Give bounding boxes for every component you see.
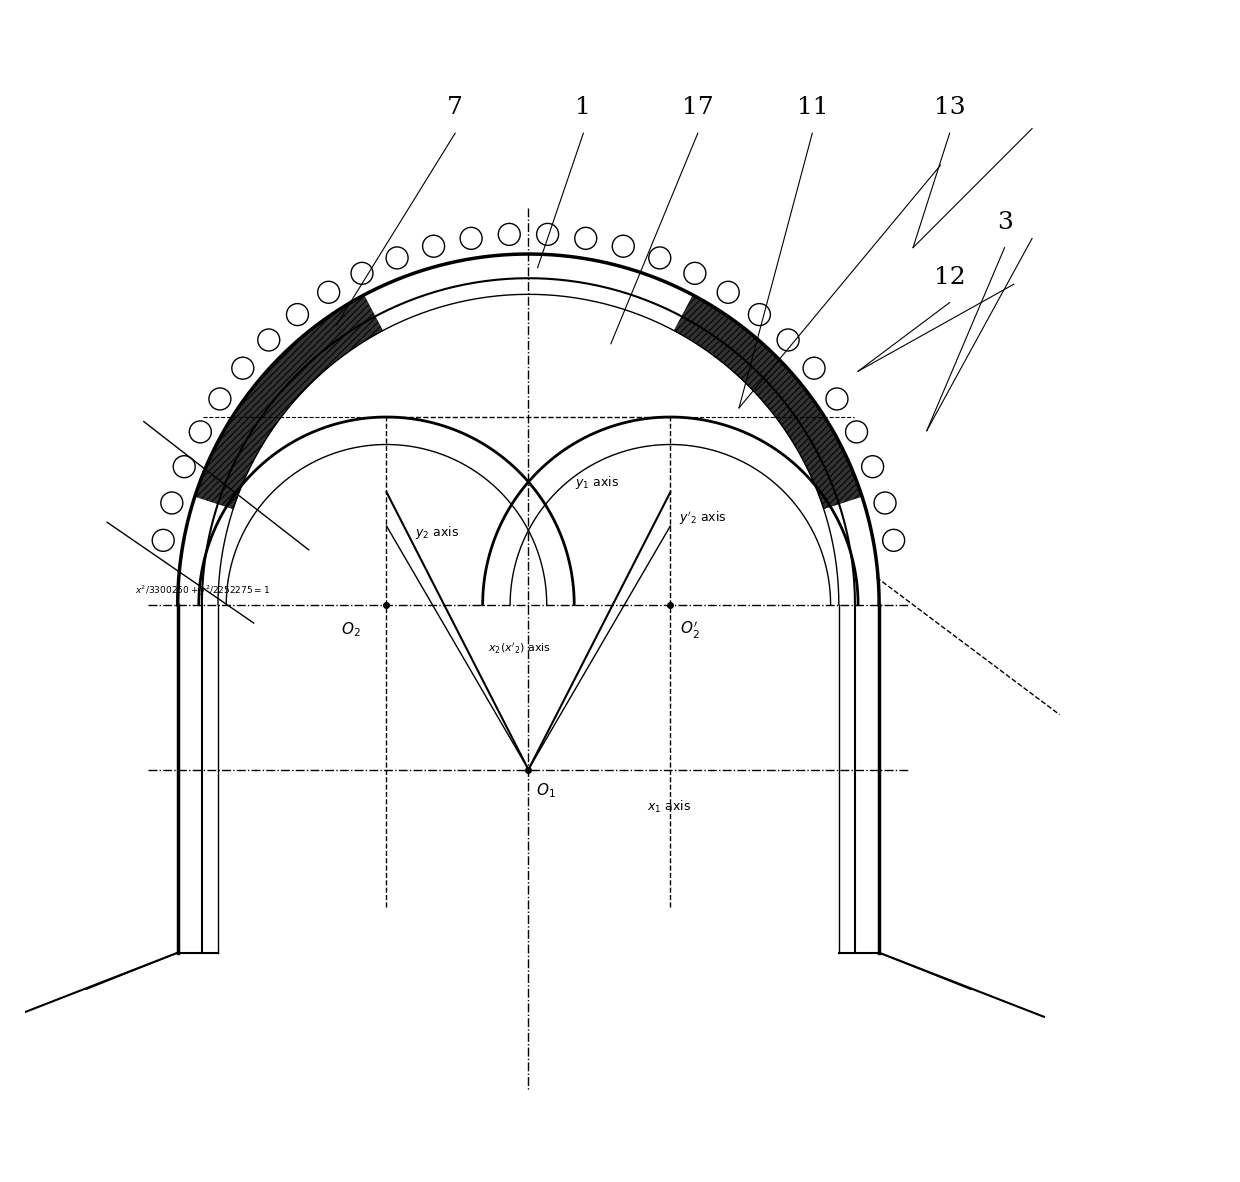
Text: $O_2'$: $O_2'$ xyxy=(680,619,699,641)
Text: 13: 13 xyxy=(934,97,966,119)
Text: $O_2$: $O_2$ xyxy=(341,621,361,638)
Text: 1: 1 xyxy=(575,97,591,119)
Text: $O_1$: $O_1$ xyxy=(536,781,556,800)
Polygon shape xyxy=(195,296,383,508)
Text: $x_1$ axis: $x_1$ axis xyxy=(647,799,692,814)
Polygon shape xyxy=(675,296,862,508)
Text: 3: 3 xyxy=(997,210,1013,234)
Text: 11: 11 xyxy=(796,97,828,119)
Text: $y_1$ axis: $y_1$ axis xyxy=(575,474,619,491)
Text: $x^2/3300250+y^2/2252275=1$: $x^2/3300250+y^2/2252275=1$ xyxy=(135,584,270,598)
Text: 12: 12 xyxy=(934,266,966,288)
Text: $y_2$ axis: $y_2$ axis xyxy=(415,524,459,541)
Text: $y'_2$ axis: $y'_2$ axis xyxy=(678,509,727,527)
Text: 7: 7 xyxy=(448,97,463,119)
Text: 17: 17 xyxy=(682,97,714,119)
Text: $x_2(x'_2)$ axis: $x_2(x'_2)$ axis xyxy=(487,642,551,656)
